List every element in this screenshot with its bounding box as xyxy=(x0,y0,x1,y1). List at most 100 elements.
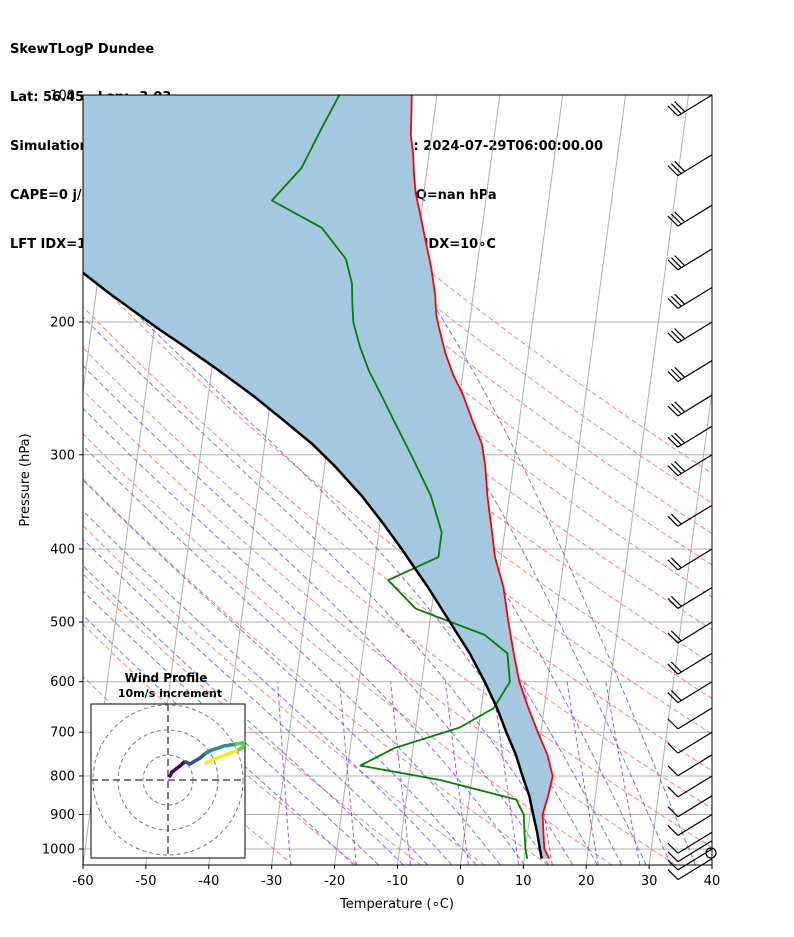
barb-flag xyxy=(670,463,682,475)
barb-staff xyxy=(677,754,713,777)
barb-flag xyxy=(667,842,679,854)
barb-flag xyxy=(667,371,679,382)
barb-flag xyxy=(670,630,682,642)
moist-adiabat xyxy=(83,407,525,865)
x-tick-label: -40 xyxy=(198,874,219,889)
barb-flag xyxy=(674,161,686,172)
wind-barb xyxy=(667,681,713,704)
moist-adiabat xyxy=(83,565,404,865)
calm-wind-circle xyxy=(705,847,717,859)
barb-flag xyxy=(670,163,682,174)
wind-barb xyxy=(667,775,713,798)
wind-barb xyxy=(667,394,713,417)
barb-flag xyxy=(670,434,682,446)
barb-flag xyxy=(667,165,679,177)
wind-barb xyxy=(667,548,713,571)
x-tick-label: -20 xyxy=(324,874,345,889)
barb-flag xyxy=(667,105,679,117)
barb-staff xyxy=(677,286,713,309)
dewpoint-line xyxy=(271,95,529,859)
y-tick-label: 100 xyxy=(50,89,75,104)
barb-flag xyxy=(667,869,679,881)
barb-staff xyxy=(677,652,713,675)
barb-staff xyxy=(677,204,713,227)
wind-barb xyxy=(667,286,713,309)
barb-flag xyxy=(667,598,679,609)
barb-flag xyxy=(670,513,682,525)
dry-adiabat xyxy=(190,95,712,504)
barb-staff xyxy=(677,94,713,117)
barb-flag xyxy=(667,718,679,730)
y-tick-label: 800 xyxy=(50,769,75,784)
barb-staff xyxy=(677,814,713,836)
barb-flag xyxy=(670,295,682,307)
barb-flag xyxy=(667,405,679,417)
x-tick-label: 0 xyxy=(456,874,464,889)
x-tick-label: 10 xyxy=(515,874,532,889)
moist-adiabat xyxy=(83,510,453,865)
x-tick-label: 20 xyxy=(578,874,595,889)
barb-flag xyxy=(667,465,679,477)
barb-staff xyxy=(677,548,713,571)
axes: -60 -50 -40 -30 -20 -10 0 10 20 30 40 100 200 300 400 5… xyxy=(42,89,720,890)
barb-staff xyxy=(677,360,713,382)
barb-flag xyxy=(674,211,686,223)
barb-staff xyxy=(677,707,713,730)
barb-flag xyxy=(667,515,679,527)
dry-adiabat xyxy=(157,95,712,535)
hodograph-inner xyxy=(91,704,245,858)
x-axis-label: Temperature (∘C) xyxy=(339,897,454,912)
barb-flag xyxy=(670,595,682,607)
mixing-ratio-line xyxy=(491,681,520,865)
hodograph-subtitle: 10m/s increment xyxy=(118,687,222,700)
moist-adiabat xyxy=(83,365,550,865)
hodograph xyxy=(90,703,246,859)
y-tick-label: 900 xyxy=(50,808,75,823)
barb-flag xyxy=(667,436,679,448)
mixing-ratio-line xyxy=(566,681,599,865)
x-tick-label: 30 xyxy=(641,874,658,889)
barb-staff xyxy=(677,858,713,881)
mixing-ratio-line xyxy=(339,681,357,865)
y-tick-label: 600 xyxy=(50,675,75,690)
barb-staff xyxy=(677,454,713,477)
moist-adiabat xyxy=(83,614,355,865)
x-tick-label: -60 xyxy=(72,874,93,889)
mixing-ratio-line xyxy=(390,681,411,865)
wind-barb xyxy=(667,248,713,271)
wind-barb xyxy=(667,840,713,863)
barb-staff xyxy=(677,731,713,754)
barb-flag xyxy=(670,403,682,415)
barb-flag xyxy=(667,765,679,777)
temperature-line xyxy=(409,95,554,860)
barb-flag xyxy=(674,101,686,113)
barb-staff xyxy=(677,795,713,818)
wind-barb xyxy=(667,814,713,836)
wind-barb xyxy=(667,321,713,344)
barb-flag xyxy=(667,851,679,863)
barb-staff xyxy=(677,154,713,177)
barb-flag xyxy=(667,297,679,309)
wind-barb xyxy=(667,707,713,730)
wind-barb xyxy=(667,858,713,881)
barb-flag xyxy=(667,742,679,754)
x-tick-label: -50 xyxy=(135,874,156,889)
y-tick-label: 700 xyxy=(50,726,75,741)
barb-staff xyxy=(677,425,713,448)
moist-adiabat xyxy=(83,590,380,865)
barb-flag xyxy=(670,557,682,569)
dry-adiabat xyxy=(83,389,677,865)
dry-adiabat xyxy=(83,347,712,849)
barb-flag xyxy=(667,332,679,344)
hodograph-title: Wind Profile xyxy=(125,671,208,685)
barb-flag xyxy=(667,559,679,571)
y-tick-label: 300 xyxy=(50,448,75,463)
barb-flag xyxy=(667,663,679,675)
wind-barb xyxy=(667,454,713,477)
barb-flag xyxy=(670,690,682,701)
barb-flag xyxy=(667,215,679,227)
barb-flag xyxy=(667,692,679,704)
y-tick-label: 1000 xyxy=(42,843,75,858)
y-tick-label: 400 xyxy=(50,542,75,557)
